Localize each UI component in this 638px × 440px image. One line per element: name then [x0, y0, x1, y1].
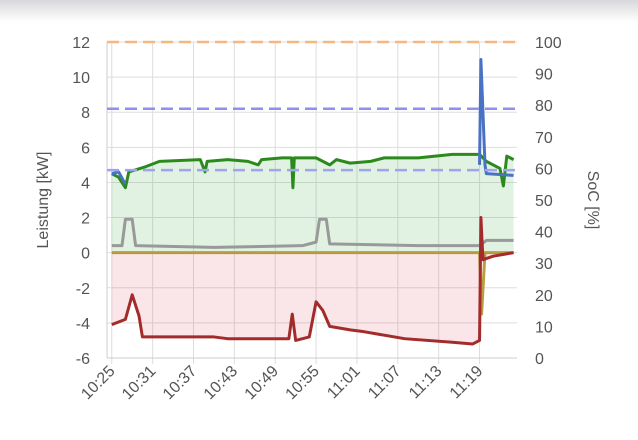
y2-tick-label: 0 [535, 351, 544, 368]
x-tick-label: 11:07 [365, 363, 405, 403]
y2-tick-label: 60 [535, 161, 553, 178]
series-area [111, 154, 514, 253]
series-line [111, 217, 514, 249]
y2-tick-label: 50 [535, 193, 553, 210]
y2-tick-label: 90 [535, 67, 553, 84]
y-axis-label: Leistung [kW] [35, 152, 52, 249]
y2-tick-label: 30 [535, 256, 553, 273]
x-tick-label: 10:37 [160, 363, 200, 403]
series-line [111, 170, 127, 185]
y2-tick-label: 70 [535, 130, 553, 147]
y-tick-label: 4 [81, 175, 90, 192]
y2-axis-label: SoC [%] [584, 171, 601, 230]
x-tick-label: 10:31 [119, 363, 159, 403]
top-shadow [0, 0, 638, 22]
series-line [111, 251, 514, 316]
x-tick-label: 10:43 [201, 363, 241, 403]
series-area [111, 217, 514, 344]
y-tick-label: -6 [76, 351, 90, 368]
series-line [478, 58, 514, 177]
x-tick-label: 11:13 [406, 363, 446, 403]
y-tick-label: 10 [72, 70, 90, 87]
series-line [111, 216, 514, 346]
y-tick-label: -2 [76, 281, 90, 298]
x-tick-label: 11:19 [447, 363, 487, 403]
y2-tick-label: 100 [535, 35, 562, 52]
y-tick-label: -4 [76, 316, 90, 333]
y-tick-label: 8 [81, 105, 90, 122]
y2-tick-label: 10 [535, 319, 553, 336]
y-tick-label: 2 [81, 211, 90, 228]
y-tick-label: 12 [72, 35, 90, 52]
y2-tick-label: 80 [535, 98, 553, 115]
y2-tick-label: 40 [535, 225, 553, 242]
x-tick-label: 10:55 [283, 363, 323, 403]
x-tick-label: 10:25 [78, 363, 118, 403]
y-tick-label: 0 [81, 246, 90, 263]
y2-tick-label: 20 [535, 288, 553, 305]
x-tick-label: 10:49 [242, 363, 282, 403]
y-tick-label: 6 [81, 140, 90, 157]
x-tick-label: 11:01 [324, 363, 364, 403]
